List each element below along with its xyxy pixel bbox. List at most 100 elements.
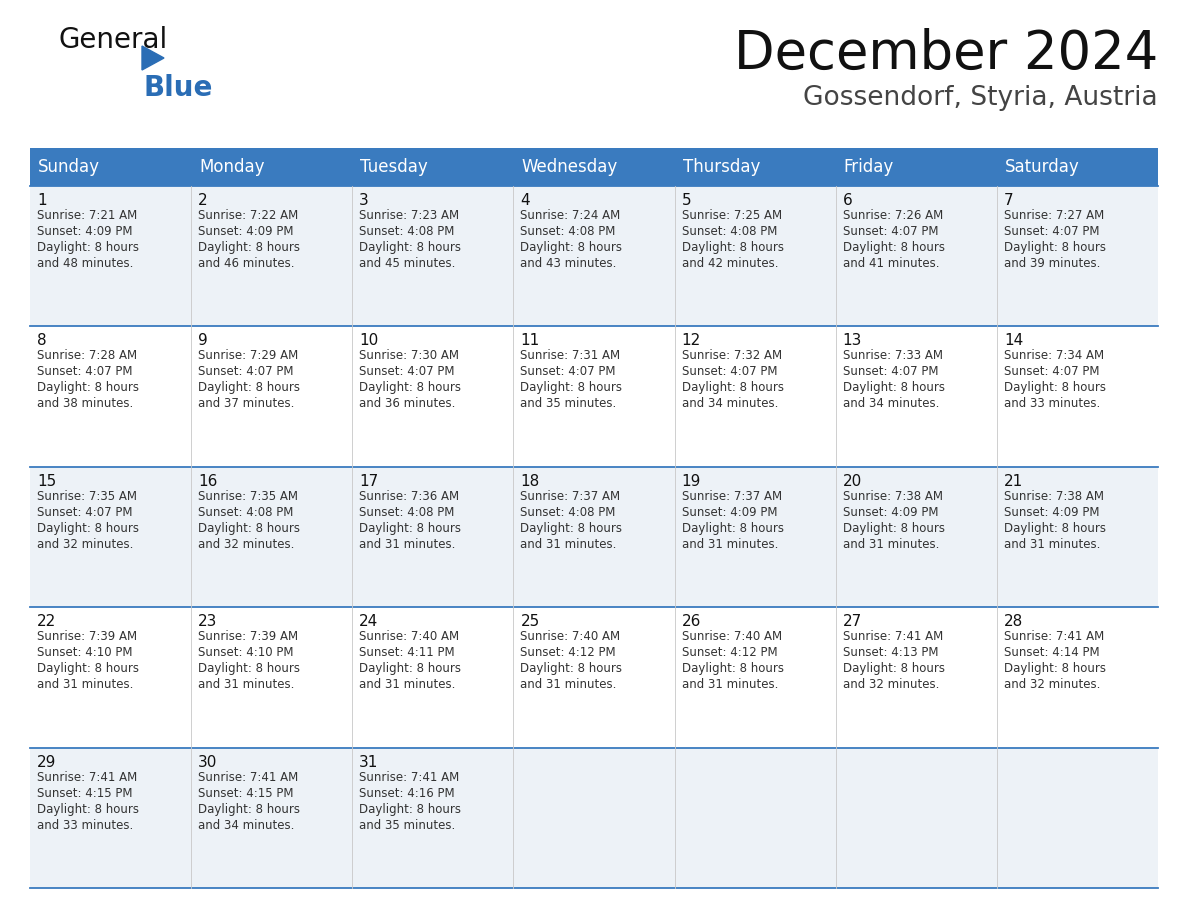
Text: and 32 minutes.: and 32 minutes. — [37, 538, 133, 551]
Text: and 42 minutes.: and 42 minutes. — [682, 257, 778, 270]
Text: Sunrise: 7:38 AM: Sunrise: 7:38 AM — [842, 490, 943, 503]
Text: and 39 minutes.: and 39 minutes. — [1004, 257, 1100, 270]
Text: and 31 minutes.: and 31 minutes. — [37, 678, 133, 691]
Text: 23: 23 — [198, 614, 217, 629]
Text: Sunset: 4:09 PM: Sunset: 4:09 PM — [1004, 506, 1099, 519]
Text: 15: 15 — [37, 474, 56, 488]
Text: Sunrise: 7:23 AM: Sunrise: 7:23 AM — [359, 209, 460, 222]
Text: Sunset: 4:10 PM: Sunset: 4:10 PM — [37, 646, 133, 659]
Text: Sunset: 4:07 PM: Sunset: 4:07 PM — [198, 365, 293, 378]
Text: Sunset: 4:08 PM: Sunset: 4:08 PM — [520, 506, 615, 519]
Text: 22: 22 — [37, 614, 56, 629]
Text: 2: 2 — [198, 193, 208, 208]
Text: Sunset: 4:09 PM: Sunset: 4:09 PM — [37, 225, 133, 238]
Text: and 31 minutes.: and 31 minutes. — [1004, 538, 1100, 551]
Bar — [30, 466, 1158, 607]
Text: Sunrise: 7:35 AM: Sunrise: 7:35 AM — [37, 490, 137, 503]
Text: Daylight: 8 hours: Daylight: 8 hours — [1004, 662, 1106, 676]
Text: Daylight: 8 hours: Daylight: 8 hours — [198, 241, 301, 254]
Text: Daylight: 8 hours: Daylight: 8 hours — [359, 521, 461, 535]
Text: Daylight: 8 hours: Daylight: 8 hours — [37, 521, 139, 535]
Text: and 43 minutes.: and 43 minutes. — [520, 257, 617, 270]
Bar — [30, 148, 191, 186]
Text: 16: 16 — [198, 474, 217, 488]
Text: 20: 20 — [842, 474, 862, 488]
Bar — [30, 607, 1158, 747]
Text: Sunrise: 7:41 AM: Sunrise: 7:41 AM — [198, 770, 298, 784]
Text: Daylight: 8 hours: Daylight: 8 hours — [682, 241, 784, 254]
Text: Daylight: 8 hours: Daylight: 8 hours — [359, 241, 461, 254]
Text: Sunset: 4:09 PM: Sunset: 4:09 PM — [682, 506, 777, 519]
Text: Daylight: 8 hours: Daylight: 8 hours — [37, 662, 139, 676]
Text: and 31 minutes.: and 31 minutes. — [682, 678, 778, 691]
Text: Sunset: 4:07 PM: Sunset: 4:07 PM — [359, 365, 455, 378]
Text: Blue: Blue — [144, 74, 214, 102]
Text: Sunset: 4:08 PM: Sunset: 4:08 PM — [682, 225, 777, 238]
Text: Daylight: 8 hours: Daylight: 8 hours — [682, 521, 784, 535]
Text: Sunrise: 7:33 AM: Sunrise: 7:33 AM — [842, 350, 943, 363]
Text: Daylight: 8 hours: Daylight: 8 hours — [37, 802, 139, 815]
Text: Daylight: 8 hours: Daylight: 8 hours — [520, 662, 623, 676]
Bar — [30, 747, 1158, 888]
Text: and 37 minutes.: and 37 minutes. — [198, 397, 295, 410]
Text: Saturday: Saturday — [1005, 158, 1080, 176]
Text: 30: 30 — [198, 755, 217, 769]
Text: Daylight: 8 hours: Daylight: 8 hours — [1004, 241, 1106, 254]
Text: Daylight: 8 hours: Daylight: 8 hours — [37, 241, 139, 254]
Text: Daylight: 8 hours: Daylight: 8 hours — [520, 241, 623, 254]
Text: Sunset: 4:08 PM: Sunset: 4:08 PM — [359, 225, 455, 238]
Text: Sunset: 4:07 PM: Sunset: 4:07 PM — [520, 365, 615, 378]
Text: Sunrise: 7:41 AM: Sunrise: 7:41 AM — [842, 630, 943, 644]
Text: Sunset: 4:15 PM: Sunset: 4:15 PM — [198, 787, 293, 800]
Bar — [675, 148, 835, 186]
Text: Sunrise: 7:40 AM: Sunrise: 7:40 AM — [520, 630, 620, 644]
Text: Sunrise: 7:41 AM: Sunrise: 7:41 AM — [359, 770, 460, 784]
Text: 26: 26 — [682, 614, 701, 629]
Text: and 31 minutes.: and 31 minutes. — [682, 538, 778, 551]
Text: Sunset: 4:07 PM: Sunset: 4:07 PM — [37, 506, 133, 519]
Text: and 35 minutes.: and 35 minutes. — [520, 397, 617, 410]
Text: Sunrise: 7:39 AM: Sunrise: 7:39 AM — [37, 630, 137, 644]
Text: Daylight: 8 hours: Daylight: 8 hours — [198, 802, 301, 815]
Text: Daylight: 8 hours: Daylight: 8 hours — [359, 381, 461, 395]
Text: Sunrise: 7:29 AM: Sunrise: 7:29 AM — [198, 350, 298, 363]
Text: and 32 minutes.: and 32 minutes. — [1004, 678, 1100, 691]
Text: Sunset: 4:08 PM: Sunset: 4:08 PM — [198, 506, 293, 519]
Text: Sunset: 4:07 PM: Sunset: 4:07 PM — [1004, 225, 1099, 238]
Text: 11: 11 — [520, 333, 539, 349]
Text: Sunrise: 7:24 AM: Sunrise: 7:24 AM — [520, 209, 620, 222]
Text: and 46 minutes.: and 46 minutes. — [198, 257, 295, 270]
Text: Sunrise: 7:36 AM: Sunrise: 7:36 AM — [359, 490, 460, 503]
Text: Daylight: 8 hours: Daylight: 8 hours — [682, 662, 784, 676]
Text: 8: 8 — [37, 333, 46, 349]
Text: 9: 9 — [198, 333, 208, 349]
Bar — [30, 327, 1158, 466]
Text: Daylight: 8 hours: Daylight: 8 hours — [198, 381, 301, 395]
Text: 27: 27 — [842, 614, 862, 629]
Text: Sunrise: 7:37 AM: Sunrise: 7:37 AM — [520, 490, 620, 503]
Text: 21: 21 — [1004, 474, 1023, 488]
Text: Sunrise: 7:21 AM: Sunrise: 7:21 AM — [37, 209, 138, 222]
Bar — [353, 148, 513, 186]
Text: 6: 6 — [842, 193, 853, 208]
Text: Sunrise: 7:35 AM: Sunrise: 7:35 AM — [198, 490, 298, 503]
Text: Sunset: 4:07 PM: Sunset: 4:07 PM — [682, 365, 777, 378]
Text: Sunset: 4:07 PM: Sunset: 4:07 PM — [1004, 365, 1099, 378]
Text: Sunday: Sunday — [38, 158, 100, 176]
Text: 25: 25 — [520, 614, 539, 629]
Text: Daylight: 8 hours: Daylight: 8 hours — [842, 241, 944, 254]
Text: and 31 minutes.: and 31 minutes. — [520, 538, 617, 551]
Text: Sunrise: 7:22 AM: Sunrise: 7:22 AM — [198, 209, 298, 222]
Text: 4: 4 — [520, 193, 530, 208]
Text: Daylight: 8 hours: Daylight: 8 hours — [842, 521, 944, 535]
Text: and 38 minutes.: and 38 minutes. — [37, 397, 133, 410]
Text: Thursday: Thursday — [683, 158, 760, 176]
Text: Sunrise: 7:26 AM: Sunrise: 7:26 AM — [842, 209, 943, 222]
Text: and 31 minutes.: and 31 minutes. — [359, 678, 456, 691]
Text: and 34 minutes.: and 34 minutes. — [682, 397, 778, 410]
Text: Daylight: 8 hours: Daylight: 8 hours — [1004, 521, 1106, 535]
Bar — [513, 148, 675, 186]
Text: Sunrise: 7:34 AM: Sunrise: 7:34 AM — [1004, 350, 1104, 363]
Text: 28: 28 — [1004, 614, 1023, 629]
Text: Sunrise: 7:38 AM: Sunrise: 7:38 AM — [1004, 490, 1104, 503]
